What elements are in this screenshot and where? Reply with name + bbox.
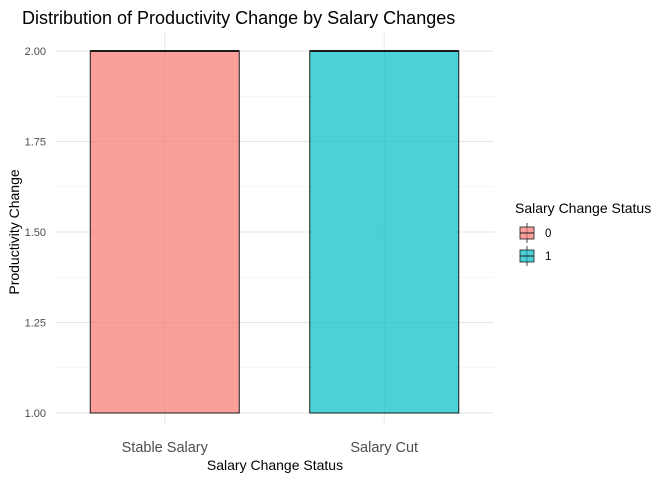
- y-tick-label: 1.25: [25, 318, 46, 330]
- box-1: [309, 50, 460, 414]
- legend-label-1: 1: [545, 251, 551, 263]
- legend-item-0: 0: [519, 223, 551, 243]
- x-tick-label: Stable Salary: [122, 440, 209, 456]
- x-axis-ticks: Stable Salary Salary Cut: [122, 440, 418, 456]
- y-tick-label: 1.50: [25, 227, 46, 239]
- y-axis-title: Productivity Change: [6, 169, 22, 295]
- chart-title: Distribution of Productivity Change by S…: [22, 8, 455, 28]
- y-axis-ticks: 1.00 1.25 1.50 1.75 2.00: [25, 46, 46, 420]
- legend-items: 01: [519, 223, 551, 266]
- x-axis-title: Salary Change Status: [207, 457, 343, 473]
- legend-title: Salary Change Status: [515, 200, 651, 216]
- y-tick-label: 1.75: [25, 137, 46, 149]
- box-0: [89, 50, 240, 414]
- box-series: [89, 50, 460, 414]
- legend: Salary Change Status 01: [515, 200, 651, 266]
- y-tick-label: 1.00: [25, 408, 46, 420]
- y-tick-label: 2.00: [25, 46, 46, 58]
- legend-label-0: 0: [545, 228, 551, 240]
- x-tick-label: Salary Cut: [350, 440, 418, 456]
- legend-item-1: 1: [519, 246, 551, 266]
